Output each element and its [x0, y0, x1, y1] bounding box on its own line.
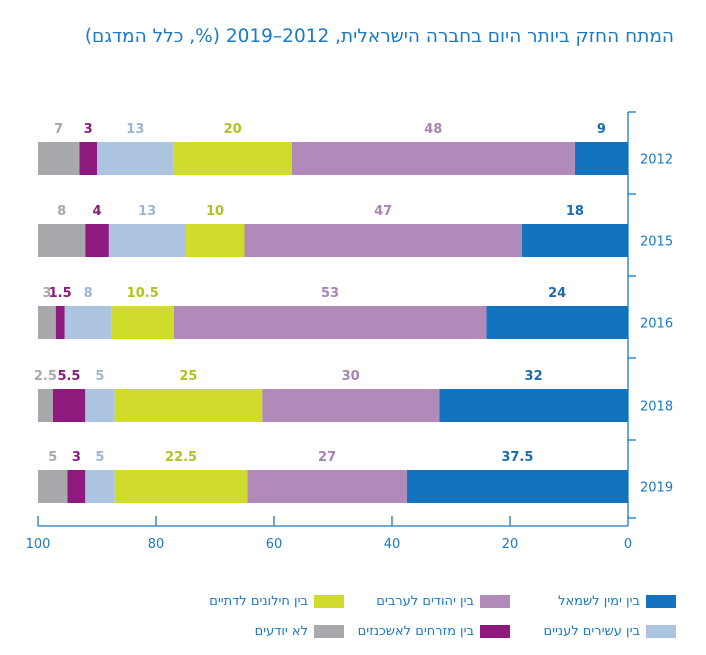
bar-segment: [38, 142, 80, 175]
data-label: 13: [138, 204, 156, 219]
data-label: 3: [84, 122, 93, 137]
legend-label: בין חילונים לדתיים: [209, 594, 308, 609]
data-label: 48: [424, 122, 442, 137]
data-label: 27: [318, 450, 336, 465]
x-tick-label: 40: [384, 537, 401, 552]
data-label: 53: [321, 286, 339, 301]
bar-segment: [291, 142, 575, 175]
category-label: 2018: [640, 400, 673, 415]
data-label: 47: [374, 204, 392, 219]
legend-item: בין עשירים לעניים: [510, 624, 676, 639]
data-label: 5: [95, 369, 104, 384]
category-label: 2019: [640, 481, 673, 496]
bar-segment: [486, 306, 628, 339]
bar-segment: [38, 389, 53, 422]
data-label: 10.5: [127, 286, 159, 301]
bar-segment: [173, 142, 292, 175]
bar-segment: [38, 224, 86, 257]
data-label: 22.5: [165, 450, 197, 465]
bar-segment: [64, 306, 112, 339]
data-label: 5: [48, 450, 57, 465]
bar-segment: [574, 142, 628, 175]
bar-segment: [38, 470, 68, 503]
data-label: 8: [57, 204, 66, 219]
legend-swatch: [480, 625, 510, 638]
bar-segment: [67, 470, 86, 503]
bar-segment: [185, 224, 245, 257]
x-tick-label: 100: [26, 537, 51, 552]
data-label: 7: [54, 122, 63, 137]
data-label: 3: [72, 450, 81, 465]
legend-label: בין ימין לשמאל: [558, 594, 640, 609]
legend-row-2: בין עשירים לעניים בין מזרחים לאשכנזים לא…: [255, 624, 676, 639]
legend-swatch: [480, 595, 510, 608]
bar-segment: [52, 389, 86, 422]
data-label: 25: [179, 369, 197, 384]
bar-segment: [97, 142, 174, 175]
category-label: 2015: [640, 235, 673, 250]
data-label: 24: [548, 286, 566, 301]
legend-item: בין חילונים לדתיים: [209, 594, 344, 609]
data-label: 37.5: [501, 450, 533, 465]
legend-label: בין מזרחים לאשכנזים: [357, 624, 474, 639]
data-label: 5: [95, 450, 104, 465]
data-label: 4: [92, 204, 101, 219]
legend-swatch: [314, 595, 344, 608]
bar-segment: [406, 470, 628, 503]
legend-item: בין ימין לשמאל: [510, 594, 676, 609]
data-label: 30: [342, 369, 360, 384]
data-label: 9: [597, 122, 606, 137]
bar-segment: [244, 224, 522, 257]
bar-segment: [79, 142, 97, 175]
category-label: 2012: [640, 153, 673, 168]
legend-row-1: בין ימין לשמאל בין יהודים לערבים בין חיל…: [209, 594, 676, 609]
category-label: 2016: [640, 317, 673, 332]
legend-item: בין מזרחים לאשכנזים: [344, 624, 510, 639]
legend-swatch: [314, 625, 344, 638]
bar-segment: [521, 224, 628, 257]
data-label: 20: [224, 122, 242, 137]
bar-segment: [85, 224, 109, 257]
data-label: 2.5: [34, 369, 57, 384]
legend-item: בין יהודים לערבים: [344, 594, 510, 609]
bar-segment: [38, 306, 56, 339]
data-label: 5.5: [57, 369, 80, 384]
data-label: 18: [566, 204, 584, 219]
chart-title: המתח החזק ביותר היום בחברה הישראלית, 201…: [84, 26, 674, 47]
bar-segment: [114, 389, 263, 422]
data-label: 1.5: [49, 286, 72, 301]
bar-segment: [85, 470, 115, 503]
legend-swatch: [646, 625, 676, 638]
legend-label: בין יהודים לערבים: [376, 594, 474, 609]
bar-segment: [439, 389, 628, 422]
bar-segment: [108, 224, 186, 257]
x-tick-label: 80: [148, 537, 165, 552]
data-label: 13: [126, 122, 144, 137]
bar-segment: [247, 470, 407, 503]
legend-item: לא יודעים: [255, 624, 344, 639]
legend-label: בין עשירים לעניים: [543, 624, 640, 639]
bar-segment: [114, 470, 248, 503]
x-tick-label: 20: [502, 537, 519, 552]
bar-segment: [55, 306, 65, 339]
legend-swatch: [646, 595, 676, 608]
legend-label: לא יודעים: [254, 624, 308, 639]
bar-segment: [111, 306, 174, 339]
bar-segment: [262, 389, 440, 422]
x-tick-label: 60: [266, 537, 283, 552]
data-label: 10: [206, 204, 224, 219]
x-tick-label: 0: [624, 537, 632, 552]
bar-segment: [85, 389, 115, 422]
data-label: 32: [525, 369, 543, 384]
data-label: 8: [84, 286, 93, 301]
bar-segment: [173, 306, 487, 339]
data-label: 3: [42, 286, 51, 301]
stacked-bar-chart: 0204060801009482013372012184710134820152…: [26, 111, 673, 552]
